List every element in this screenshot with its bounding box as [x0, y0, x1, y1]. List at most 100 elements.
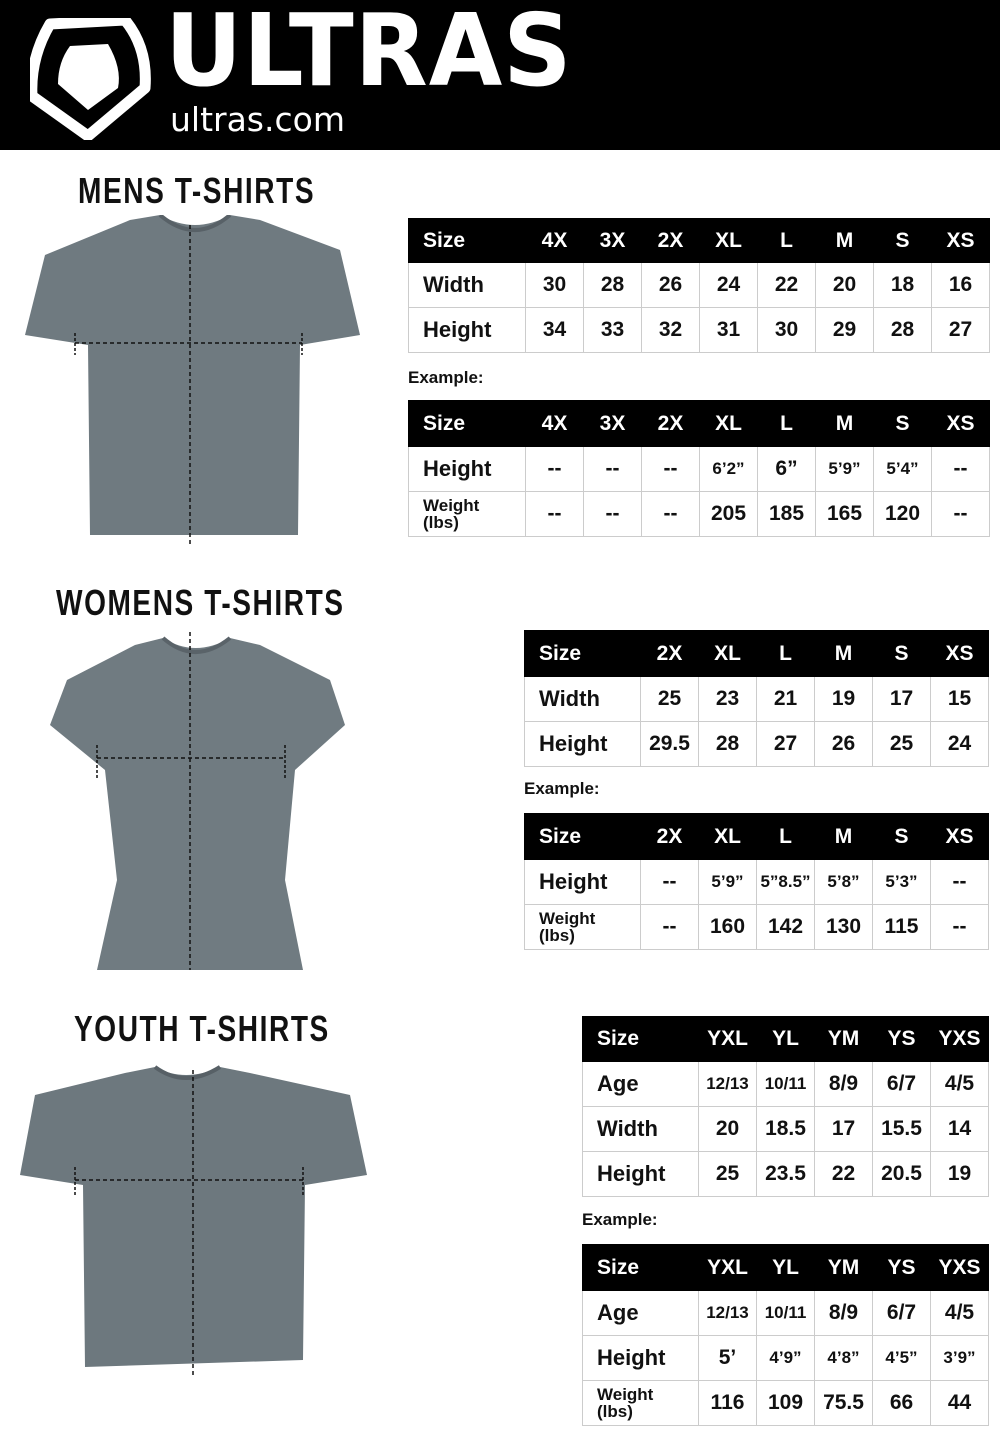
table-cell: M [815, 218, 874, 263]
table-cell: 12/13 [698, 1290, 757, 1336]
table-cell: 24 [699, 262, 758, 308]
row-label: Weight (lbs) [524, 904, 641, 950]
table-cell: -- [641, 446, 700, 492]
row-label: Height [408, 307, 526, 353]
row-label: Weight (lbs) [408, 491, 526, 537]
table-cell: S [873, 400, 932, 447]
table-cell: YS [872, 1244, 931, 1291]
table-cell: 115 [872, 904, 931, 950]
size-table: Size 4X 3X 2X XL L M S XS Height -- -- -- 6’2” 6” 5’9” 5… [408, 400, 990, 537]
table-cell: 205 [699, 491, 758, 537]
table-cell: XL [698, 630, 757, 677]
table-cell: M [814, 813, 873, 860]
table-cell: 28 [583, 262, 642, 308]
table-cell: 24 [930, 721, 989, 767]
youth-example-label: Example: [582, 1210, 658, 1229]
table-cell: 6’2” [699, 446, 758, 492]
table-cell: 160 [698, 904, 757, 950]
womens-title: WOMENS T-SHIRTS [56, 582, 345, 623]
table-cell: 25 [640, 676, 699, 722]
table-cell: 44 [930, 1380, 989, 1426]
table-cell: 15 [930, 676, 989, 722]
table-cell: 120 [873, 491, 932, 537]
ultras-shield-logo [30, 18, 151, 140]
table-row: Height 5’ 4’9” 4’8” 4’5” 3’9” [582, 1335, 989, 1381]
table-cell: YL [756, 1244, 815, 1291]
table-cell: -- [640, 859, 699, 905]
table-cell: XL [699, 218, 758, 263]
table-cell: 142 [756, 904, 815, 950]
table-cell: 26 [641, 262, 700, 308]
table-cell: 116 [698, 1380, 757, 1426]
table-cell: -- [930, 904, 989, 950]
table-row: Height 25 23.5 22 20.5 19 [582, 1151, 989, 1197]
table-cell: L [756, 630, 815, 677]
table-cell: 15.5 [872, 1106, 931, 1152]
table-cell: 20.5 [872, 1151, 931, 1197]
table-cell: XL [698, 813, 757, 860]
table-row: Weight (lbs) 116 109 75.5 66 44 [582, 1380, 989, 1426]
table-cell: XS [930, 630, 989, 677]
table-cell: 20 [698, 1106, 757, 1152]
table-cell: 14 [930, 1106, 989, 1152]
table-cell: 2X [640, 630, 699, 677]
table-cell: -- [931, 491, 990, 537]
table-cell: XL [699, 400, 758, 447]
table-cell: 18.5 [756, 1106, 815, 1152]
table-cell: -- [583, 446, 642, 492]
row-label: Width [582, 1106, 699, 1152]
table-cell: -- [583, 491, 642, 537]
row-label: Age [582, 1290, 699, 1336]
table-cell: 2X [640, 813, 699, 860]
table-row: Height 29.5 28 27 26 25 24 [524, 721, 989, 767]
table-cell: XS [930, 813, 989, 860]
table-cell: 28 [873, 307, 932, 353]
table-cell: 30 [757, 307, 816, 353]
row-label: Height [408, 446, 526, 492]
table-cell: 3X [583, 218, 642, 263]
table-row: Width 30 28 26 24 22 20 18 16 [408, 262, 990, 308]
table-cell: 5’9” [815, 446, 874, 492]
table-cell: -- [525, 491, 584, 537]
table-cell: 22 [757, 262, 816, 308]
table-row: Height -- 5’9” 5”8.5” 5’8” 5’3” -- [524, 859, 989, 905]
table-cell: S [872, 630, 931, 677]
table-cell: 2X [641, 218, 700, 263]
table-cell: 4’8” [814, 1335, 873, 1381]
row-label: Size [408, 218, 526, 263]
table-cell: YM [814, 1244, 873, 1291]
table-cell: L [756, 813, 815, 860]
table-cell: 33 [583, 307, 642, 353]
table-row: Height -- -- -- 6’2” 6” 5’9” 5’4” -- [408, 446, 990, 492]
table-cell: 185 [757, 491, 816, 537]
table-row: Height 34 33 32 31 30 29 28 27 [408, 307, 990, 353]
header-row: Size 2X XL L M S XS [524, 630, 989, 677]
row-label: Size [524, 630, 641, 677]
brand-url[interactable]: ultras.com [170, 100, 345, 139]
brand-name: ULTRAS [165, 0, 573, 109]
table-cell: 10/11 [756, 1290, 815, 1336]
table-cell: -- [930, 859, 989, 905]
table-cell: 4X [525, 400, 584, 447]
table-cell: L [757, 218, 816, 263]
row-label: Size [582, 1244, 699, 1291]
table-cell: YXL [698, 1244, 757, 1291]
header-row: Size YXL YL YM YS YXS [582, 1244, 989, 1291]
table-cell: 25 [872, 721, 931, 767]
table-cell: 20 [815, 262, 874, 308]
size-table: Size 4X 3X 2X XL L M S XS Width 30 28 26 24 22 20 18 16 He… [408, 218, 990, 353]
size-table: Size YXL YL YM YS YXS Age 12/13 10/11 8/9 6/7 4/5 He… [582, 1244, 989, 1426]
table-cell: L [757, 400, 816, 447]
womens-shirt-image [50, 632, 345, 970]
table-cell: 4X [525, 218, 584, 263]
size-table: Size 2X XL L M S XS Width 25 23 21 19 17 15 Height 29.5… [524, 630, 989, 767]
table-cell: 26 [814, 721, 873, 767]
table-cell: 109 [756, 1380, 815, 1426]
table-cell: -- [931, 446, 990, 492]
table-cell: 12/13 [698, 1061, 757, 1107]
table-row: Weight (lbs) -- 160 142 130 115 -- [524, 904, 989, 950]
table-cell: -- [525, 446, 584, 492]
header-row: Size 2X XL L M S XS [524, 813, 989, 860]
table-cell: YXL [698, 1016, 757, 1062]
table-cell: 27 [756, 721, 815, 767]
